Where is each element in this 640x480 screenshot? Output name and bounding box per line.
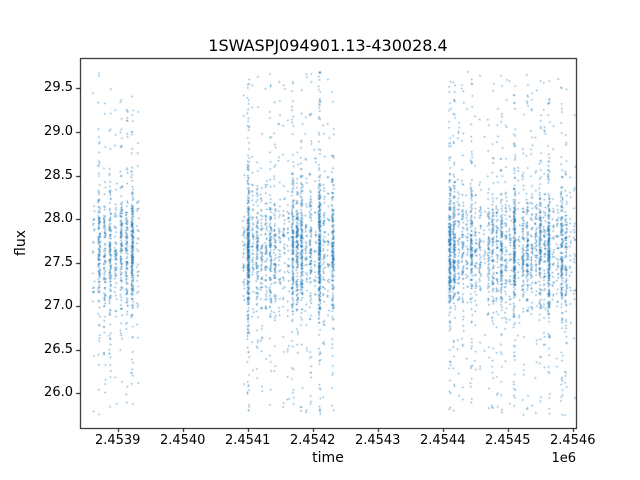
x-axis-offset-label: 1e6 <box>551 451 576 466</box>
x-tick-label: 2.4544 <box>419 433 466 448</box>
x-tick-labels: 2.4539 2.4540 2.4541 2.4542 2.4543 2.4544 2.45… <box>0 433 640 449</box>
y-tick-label: 29.0 <box>44 124 73 139</box>
y-tick-label: 28.5 <box>44 167 73 183</box>
x-tick-label: 2.4545 <box>484 433 531 448</box>
y-tick-label: 27.5 <box>44 254 73 270</box>
x-tick-label: 2.4539 <box>94 433 141 448</box>
chart-title: 1SWASPJ094901.13-430028.4 <box>208 36 448 55</box>
y-tick-label: 26.5 <box>44 341 73 357</box>
x-axis-label: time <box>312 450 344 466</box>
y-tick-label: 28.0 <box>44 211 73 227</box>
x-tick-label: 2.4546 <box>549 433 596 448</box>
x-tick-label: 2.4543 <box>354 433 401 448</box>
x-tick-label: 2.4540 <box>159 433 206 448</box>
x-tick-label: 2.4542 <box>289 433 336 448</box>
y-tick-label: 29.5 <box>44 80 73 96</box>
y-tick-labels: 26.0 26.5 27.0 27.5 28.0 28.5 29.0 29.5 <box>0 0 73 480</box>
y-tick-label: 26.0 <box>44 385 73 401</box>
x-tick-label: 2.4541 <box>224 433 271 448</box>
y-tick-label: 27.0 <box>44 298 73 314</box>
